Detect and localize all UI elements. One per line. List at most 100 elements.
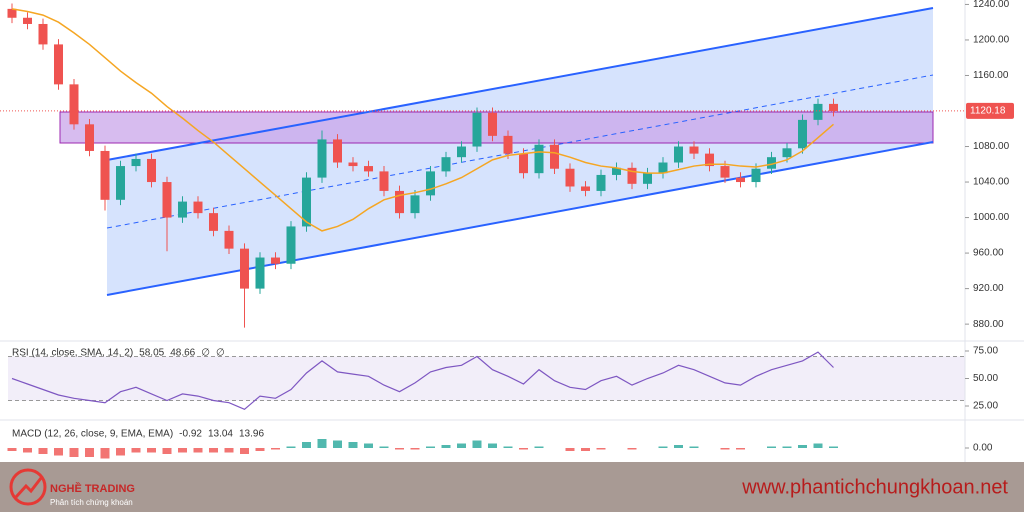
macd-bar: [7, 448, 17, 451]
candle-body: [782, 148, 792, 158]
y-tick-label: 1200.00: [973, 35, 1010, 46]
candle-body: [426, 171, 435, 196]
candle-body: [317, 139, 327, 178]
macd-bar: [426, 446, 435, 448]
logo: [9, 468, 47, 506]
candle-body: [550, 144, 559, 169]
candle-body: [131, 158, 141, 167]
macd-bar: [147, 448, 156, 453]
macd-bar: [519, 448, 528, 450]
y-tick-label: 75.00: [973, 346, 998, 357]
macd-bar: [69, 448, 79, 457]
macd-legend: MACD (12, 26, close, 9, EMA, EMA) -0.92 1…: [12, 429, 264, 440]
candle-body: [193, 201, 203, 214]
rsi-legend: RSI (14, close, SMA, 14, 2) 58.05 48.66 ∅ ∅: [12, 348, 225, 359]
channel-fill: [107, 8, 933, 295]
macd-bar: [271, 448, 280, 450]
macd-bar: [38, 448, 48, 454]
macd-bar: [178, 448, 187, 453]
macd-bar: [23, 448, 32, 453]
macd-bar: [488, 443, 497, 448]
macd-bar: [193, 448, 203, 453]
candle-body: [333, 139, 342, 163]
footer-bar: [0, 462, 1024, 512]
macd-bar: [674, 445, 683, 448]
macd-bar: [798, 445, 807, 448]
candle-body: [69, 84, 79, 125]
candle-body: [503, 135, 513, 154]
candle-body: [7, 8, 17, 18]
candle-body: [829, 103, 838, 112]
candle-body: [255, 257, 265, 289]
last-price-label: 1120.18: [970, 105, 1006, 116]
macd-bar: [689, 446, 699, 448]
candle-body: [767, 157, 776, 169]
macd-title: MACD (12, 26, close, 9, EMA, EMA): [12, 429, 173, 440]
macd-bar: [767, 446, 776, 448]
y-tick-label: 1160.00: [973, 70, 1009, 81]
brand: NGHỀ TRADING: [50, 482, 135, 495]
y-tick-label: 1240.00: [973, 0, 1010, 10]
macd-bar: [162, 448, 172, 454]
macd-bar: [658, 446, 668, 448]
macd-bar: [333, 440, 342, 448]
macd-bar: [782, 446, 792, 448]
candle-body: [751, 168, 761, 183]
candle-body: [147, 158, 156, 183]
candle-body: [736, 177, 745, 183]
rsi-line: [11, 351, 834, 410]
macd-bar: [627, 448, 637, 450]
candle-body: [178, 201, 187, 218]
readout: -0.92: [179, 429, 202, 440]
website: www.phantichchungkhoan.net: [741, 476, 1008, 498]
macd-bar: [286, 446, 296, 448]
y-tick-label: 960.00: [973, 248, 1004, 259]
macd-bar: [736, 448, 745, 450]
macd-bar: [224, 448, 234, 453]
macd-bar: [379, 446, 389, 448]
candle-body: [519, 153, 528, 174]
readout: 58.05: [139, 348, 164, 359]
candle-body: [162, 182, 172, 218]
readout: 13.04: [208, 429, 233, 440]
readout: ∅: [201, 348, 210, 359]
macd-bar: [720, 448, 730, 450]
macd-bar: [565, 448, 575, 451]
candle-body: [302, 177, 311, 227]
candle-body: [23, 17, 32, 24]
candle-body: [395, 190, 404, 214]
candle-body: [116, 166, 125, 200]
macd-bar: [457, 443, 466, 448]
macd-bar: [100, 448, 110, 459]
logo-arrow: [14, 477, 43, 499]
last-price-box: [966, 102, 1014, 119]
readout: 48.66: [170, 348, 195, 359]
macd-bar: [813, 443, 823, 448]
logo-ring: [9, 468, 47, 506]
y-tick-label: 1000.00: [973, 212, 1010, 223]
y-tick-label: 920.00: [973, 283, 1004, 294]
candle-body: [674, 146, 683, 163]
candle-body: [720, 166, 730, 178]
y-tick-label: 50.00: [973, 373, 998, 384]
y-tick-label: 25.00: [973, 401, 998, 412]
candle-body: [286, 226, 296, 264]
macd-bar: [410, 448, 420, 450]
candle-body: [54, 44, 63, 85]
y-tick-label: 0.00: [973, 443, 993, 454]
candle-body: [472, 112, 482, 147]
macd-bar: [348, 442, 358, 448]
macd-bar: [85, 448, 94, 457]
readout: ∅: [216, 348, 225, 359]
macd-bar: [209, 448, 218, 453]
candle-body: [534, 144, 544, 174]
candle-body: [798, 119, 807, 149]
macd-bar: [317, 439, 327, 448]
candle-body: [612, 167, 621, 175]
candle-body: [100, 150, 110, 200]
y-tick-label: 880.00: [973, 319, 1004, 330]
macd-bar: [829, 446, 838, 448]
candle-body: [565, 168, 575, 187]
readout: 13.96: [239, 429, 264, 440]
